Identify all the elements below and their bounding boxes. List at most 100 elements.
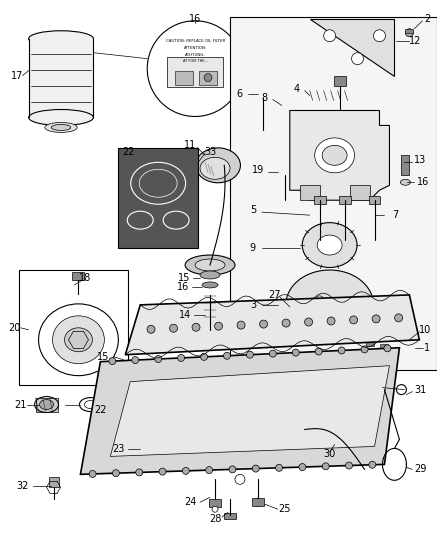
Circle shape [235,474,245,484]
Circle shape [237,321,245,329]
Bar [300,185,320,200]
Text: CAUTION: REPLACE OIL FILTER: CAUTION: REPLACE OIL FILTER [166,39,225,43]
Text: 20: 20 [9,323,21,333]
Circle shape [316,296,324,304]
Text: 16: 16 [417,177,430,187]
Circle shape [396,385,406,394]
Text: 4: 4 [294,84,300,94]
Circle shape [292,349,299,356]
Bar [35,398,57,411]
Text: 22: 22 [94,405,106,415]
Ellipse shape [28,31,93,47]
Text: 32: 32 [17,481,29,491]
Ellipse shape [39,400,53,409]
Circle shape [327,317,335,325]
Circle shape [269,350,276,357]
Text: 14: 14 [179,310,191,320]
Text: 6: 6 [237,88,243,99]
Text: ACHTUNG:: ACHTUNG: [185,53,205,56]
Bar [406,29,413,33]
Circle shape [259,90,267,98]
Circle shape [215,322,223,330]
Circle shape [147,21,243,117]
Ellipse shape [314,138,355,173]
Circle shape [247,351,254,358]
Circle shape [324,30,336,42]
Polygon shape [110,366,389,456]
Circle shape [276,464,283,471]
Text: 19: 19 [252,165,264,175]
Ellipse shape [196,148,240,183]
Bar [366,334,374,346]
Text: 22: 22 [122,147,134,157]
Circle shape [132,357,139,364]
Ellipse shape [45,123,77,132]
Circle shape [282,319,290,327]
Text: 23: 23 [112,445,124,455]
Text: 16: 16 [189,14,201,24]
Circle shape [254,498,262,506]
Circle shape [346,462,353,469]
Circle shape [352,53,364,64]
Text: 17: 17 [11,70,23,80]
Circle shape [182,467,189,474]
Ellipse shape [302,223,357,268]
Text: 8: 8 [262,93,268,102]
Bar [175,71,193,85]
Bar [167,56,223,86]
Ellipse shape [51,124,71,131]
Circle shape [223,352,230,359]
Ellipse shape [64,328,92,352]
Text: 29: 29 [414,464,427,474]
Ellipse shape [28,109,93,125]
Circle shape [369,461,376,469]
Bar [310,91,360,101]
Bar [72,272,85,280]
Ellipse shape [400,179,410,185]
Circle shape [212,506,218,512]
Text: 30: 30 [324,449,336,459]
Circle shape [113,470,120,477]
Circle shape [299,464,306,471]
Text: 3: 3 [250,300,256,310]
Polygon shape [290,110,389,200]
Circle shape [147,325,155,333]
Text: 24: 24 [184,497,196,507]
Bar [401,155,410,175]
Bar [368,196,381,204]
Bar [19,270,128,385]
Text: 15: 15 [97,352,110,362]
Bar [204,326,216,334]
Circle shape [341,311,349,319]
Circle shape [260,320,268,328]
Circle shape [361,346,368,353]
Circle shape [229,466,236,473]
Text: 31: 31 [414,385,427,394]
Text: 27: 27 [268,290,281,300]
Circle shape [322,463,329,470]
Bar [118,148,198,248]
Bar [371,354,378,366]
Bar [314,196,326,204]
Bar [381,344,389,356]
Bar [49,478,59,487]
Text: ATTENTION:: ATTENTION: [184,46,207,50]
Polygon shape [81,348,399,474]
Circle shape [109,358,116,365]
Text: 21: 21 [14,400,27,409]
Ellipse shape [200,271,220,279]
Bar [350,185,370,200]
Circle shape [201,353,208,360]
Circle shape [159,468,166,475]
Text: 16: 16 [177,282,189,292]
Text: 33: 33 [204,147,216,157]
Polygon shape [286,270,374,340]
Ellipse shape [85,401,96,409]
Text: 7: 7 [392,210,399,220]
Circle shape [406,29,413,37]
Circle shape [89,471,96,478]
Text: 5: 5 [250,205,256,215]
Polygon shape [125,295,419,355]
Circle shape [204,74,212,82]
Bar [339,196,350,204]
